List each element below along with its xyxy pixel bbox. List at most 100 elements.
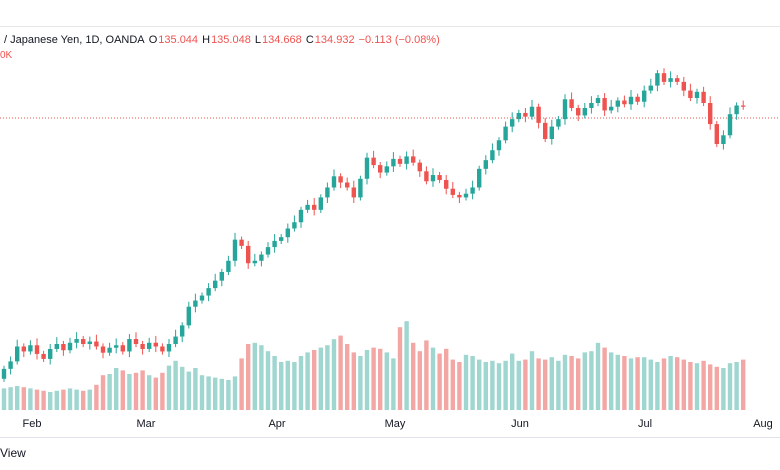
candle-body <box>259 254 264 261</box>
volume-bar <box>516 360 521 410</box>
x-tick-label: Aug <box>753 418 773 430</box>
volume-bar <box>444 348 449 410</box>
candle-body <box>338 176 343 183</box>
candle-body <box>437 175 442 181</box>
volume-bar <box>351 352 356 410</box>
volume-bar <box>569 356 574 410</box>
candle-body <box>457 194 462 198</box>
candle-body <box>549 126 554 140</box>
close-value: 134.932 <box>314 34 355 46</box>
volume-bar <box>186 371 191 410</box>
candle-body <box>292 222 297 229</box>
candle-body <box>734 105 739 115</box>
candle-body <box>470 187 475 194</box>
candle-body <box>589 102 594 108</box>
volume-bar <box>450 359 455 410</box>
candle-body <box>628 96 634 105</box>
low-value: 134.668 <box>262 34 302 46</box>
volume-bar <box>470 356 475 410</box>
volume-bar <box>219 378 224 410</box>
candle-body <box>516 112 521 120</box>
volume-bar <box>358 356 363 410</box>
volume-bar <box>298 356 304 410</box>
candle-body <box>397 158 403 164</box>
candle-body <box>15 346 20 362</box>
volume-bar <box>648 359 653 410</box>
x-tick-label: Apr <box>268 418 285 430</box>
volume-bar <box>556 360 561 410</box>
volume-bar <box>496 363 502 410</box>
candle-body <box>34 345 40 354</box>
volume-bar <box>199 375 205 410</box>
volume-bar <box>41 390 46 410</box>
volume-bar <box>34 389 40 410</box>
volume-bar <box>94 384 99 410</box>
candle-body <box>48 348 53 359</box>
volume-bar <box>490 360 495 410</box>
symbol-legend: / Japanese Yen, 1D, OANDA O135.044 H135.… <box>4 34 441 46</box>
volume-bar <box>140 370 145 410</box>
candle-body <box>345 182 350 188</box>
candle-body <box>642 90 647 102</box>
candle-body <box>252 260 257 264</box>
volume-bar <box>1 388 7 410</box>
volume-bar <box>166 365 172 410</box>
candle-body <box>430 175 436 182</box>
volume-bar <box>67 388 73 410</box>
volume-bar <box>714 366 719 410</box>
volume-bar <box>120 370 125 410</box>
candle-body <box>609 106 614 111</box>
volume-bar <box>523 359 528 410</box>
volume-bar <box>312 350 317 410</box>
volume-bar <box>318 347 323 410</box>
volume-bar <box>378 348 383 410</box>
candle-body <box>569 99 574 108</box>
candle-body <box>186 306 191 326</box>
volume-bar <box>28 388 33 410</box>
volume-bar <box>661 358 667 410</box>
candle-body <box>529 106 535 117</box>
candle-body <box>635 96 640 102</box>
candle-body <box>668 78 673 82</box>
high-value: 135.048 <box>211 34 251 46</box>
candle-body <box>193 300 198 307</box>
volume-bar <box>681 359 686 410</box>
candle-body <box>28 345 33 352</box>
volume-bar <box>213 377 218 410</box>
candle-body <box>496 140 502 151</box>
candle-body <box>265 247 271 255</box>
candle-body <box>727 114 733 136</box>
volume-bar <box>503 360 508 410</box>
volume-bar <box>160 372 165 410</box>
candle-body <box>226 260 231 272</box>
volume-bar <box>582 352 587 410</box>
candle-body <box>213 280 218 289</box>
volume-bar <box>536 358 541 410</box>
volume-bar <box>543 359 548 410</box>
volume-bar <box>61 389 66 410</box>
candle-body <box>61 344 66 351</box>
volume-bar <box>292 362 297 410</box>
volume-bar <box>463 354 469 410</box>
candle-body <box>100 346 106 353</box>
candle-body <box>655 73 660 86</box>
volume-bar <box>741 359 746 410</box>
volume-bar <box>615 354 620 410</box>
volume-bar <box>404 321 409 410</box>
candle-body <box>160 346 165 352</box>
candle-body <box>94 341 99 347</box>
volume-bar <box>127 374 132 410</box>
volume-bar <box>437 353 442 410</box>
candle-body <box>708 102 713 125</box>
candle-body <box>180 325 185 337</box>
volume-bar <box>622 356 627 410</box>
candle-body <box>602 98 607 111</box>
candle-body <box>298 209 304 223</box>
x-tick-label: Jun <box>511 418 529 430</box>
candle-body <box>648 85 653 91</box>
candle-body <box>424 171 429 182</box>
volume-bar <box>675 357 680 410</box>
volume-bar <box>734 362 739 410</box>
open-label: O <box>148 34 158 46</box>
